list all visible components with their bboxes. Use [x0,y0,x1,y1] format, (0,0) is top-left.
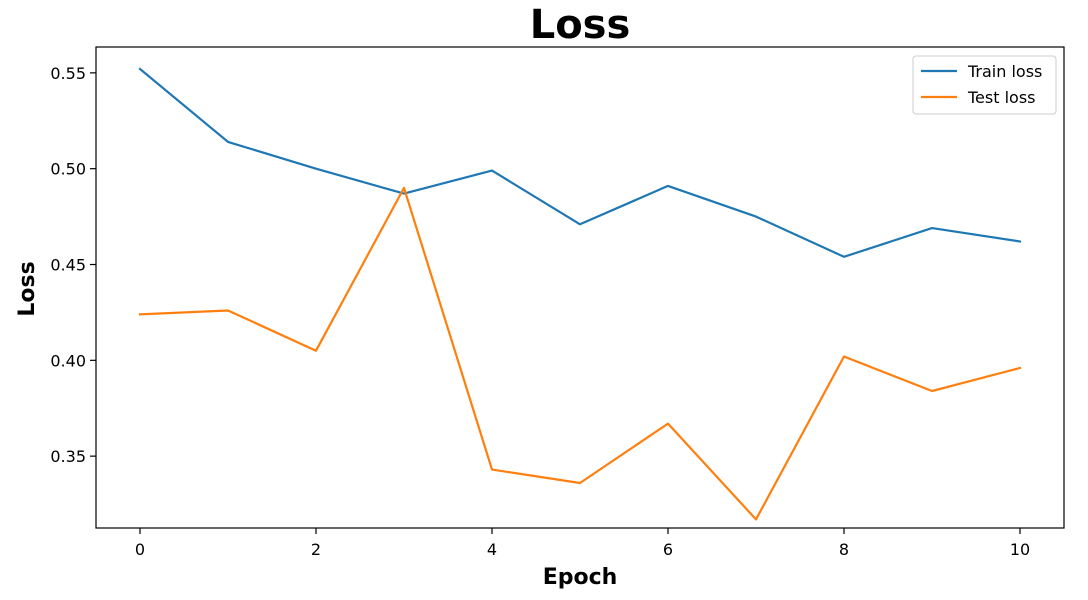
plot-frame [95,46,1065,529]
legend: Train loss Test loss [912,55,1057,115]
y-tick-label: 0.35 [50,447,86,466]
x-axis-label: Epoch [543,565,618,590]
x-tick-label: 8 [839,540,849,559]
legend-label-1: Train loss [967,62,1042,81]
y-tick-label: 0.55 [50,64,86,83]
legend-label-2: Test loss [967,88,1036,107]
x-tick-label: 0 [135,540,145,559]
y-axis-label: Loss [15,261,40,316]
x-tick-label: 10 [1010,540,1030,559]
x-tick-label: 6 [663,540,673,559]
x-tick-label: 2 [311,540,321,559]
y-tick-label: 0.50 [50,160,86,179]
series-line-2 [138,186,1022,521]
y-tick-label: 0.40 [50,351,86,370]
series-line-1 [138,67,1022,258]
chart-title: Loss [530,2,631,48]
plot-area: 0 2 4 6 8 10 0.35 0.40 0.45 0.50 0.55 [50,46,1065,559]
x-tick-label: 4 [487,540,497,559]
y-tick-label: 0.45 [50,256,86,275]
